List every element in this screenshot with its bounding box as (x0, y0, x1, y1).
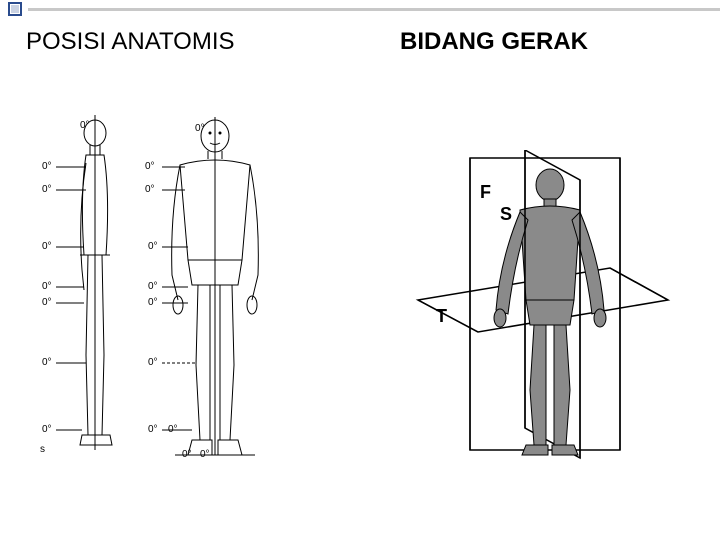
header-divider (28, 8, 720, 11)
title-left: POSISI ANATOMIS (26, 28, 235, 56)
deg-label: 0° (168, 424, 178, 435)
anatomical-position-figure: 0° 0° 0° 0° 0° 0° 0° 0° 0° 0° 0° 0° 0° 0… (20, 105, 320, 485)
bullet-inner (11, 5, 19, 13)
deg-label: 0° (182, 449, 192, 460)
deg-label: 0° (148, 297, 158, 308)
plane-label-s: S (500, 204, 512, 224)
deg-label: 0° (148, 424, 158, 435)
slide-header (0, 0, 720, 18)
deg-label: 0° (195, 123, 205, 134)
deg-label: 0° (42, 161, 52, 172)
deg-label: 0° (200, 449, 210, 460)
right-planes-svg: F S T (400, 150, 690, 460)
plane-label-f: F (480, 182, 491, 202)
deg-label: s (40, 444, 45, 455)
deg-label: 0° (42, 424, 52, 435)
deg-label: 0° (42, 184, 52, 195)
deg-label: 0° (42, 241, 52, 252)
title-right: BIDANG GERAK (400, 28, 588, 56)
deg-label: 0° (145, 184, 155, 195)
deg-label: 0° (148, 241, 158, 252)
deg-label: 0° (80, 120, 90, 131)
deg-label: 0° (148, 281, 158, 292)
deg-label: 0° (42, 281, 52, 292)
header-bullet-icon (8, 2, 22, 16)
deg-label: 0° (145, 161, 155, 172)
deg-label: 0° (148, 357, 158, 368)
deg-label: 0° (42, 357, 52, 368)
plane-label-t: T (436, 306, 447, 326)
movement-planes-figure: F S T (400, 150, 690, 460)
deg-label: 0° (42, 297, 52, 308)
